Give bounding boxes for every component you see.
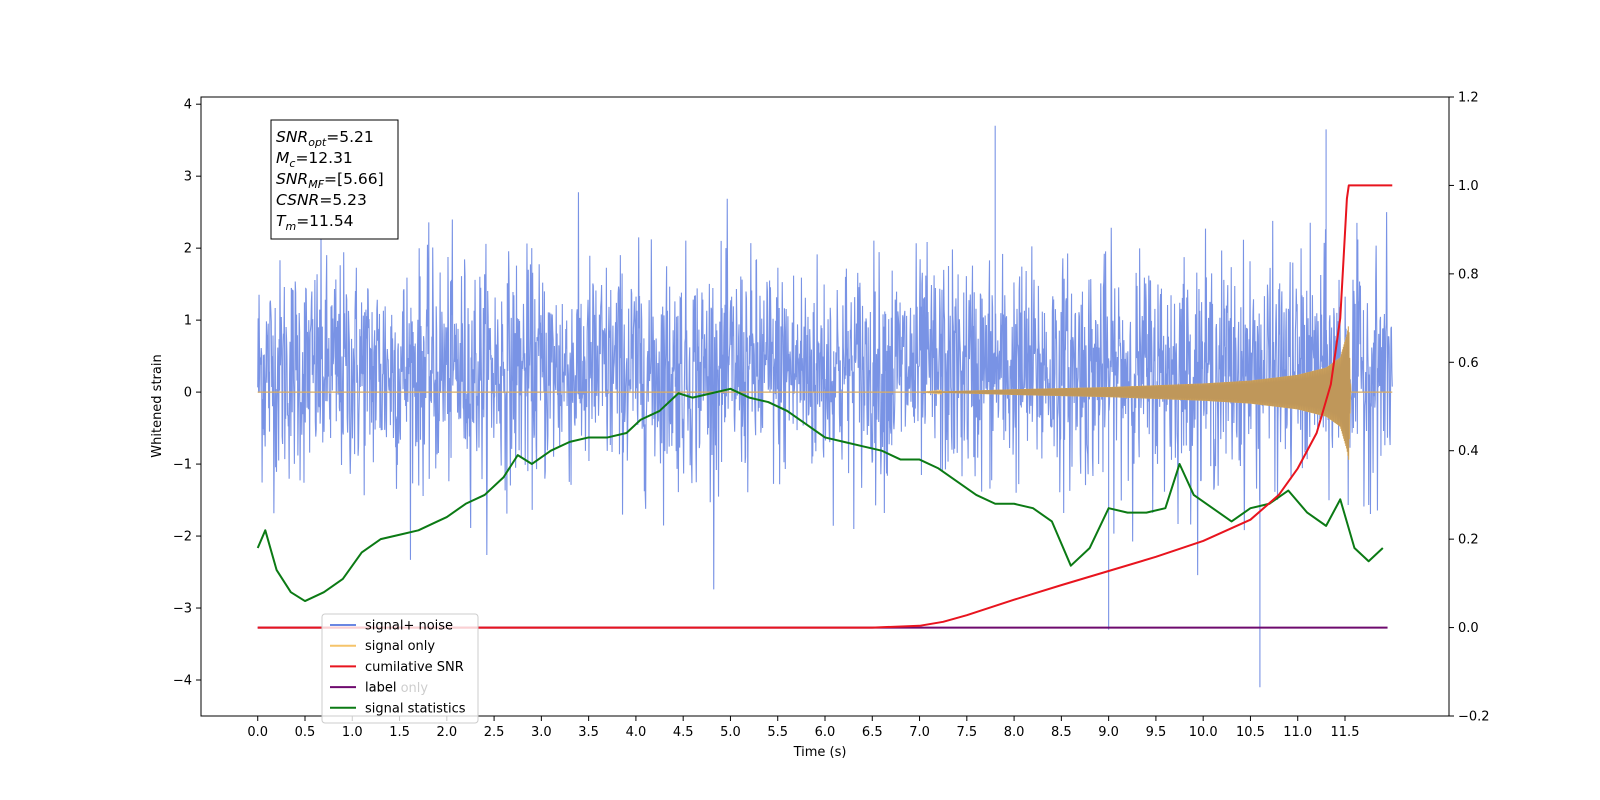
y2-tick-label: 1.2 [1458, 91, 1479, 106]
y-tick-label: 4 [184, 98, 192, 113]
legend: signal+ noise signal only cumilative SNR la… [321, 613, 479, 724]
y2-tick-label: 0.8 [1458, 267, 1479, 282]
stats-annotation-box: SNRopt=5.21Mc=12.31SNRMF=[5.66]CSNR=5.23… [270, 119, 399, 240]
x-tick-label: 0.0 [247, 725, 268, 740]
x-tick-label: 9.5 [1146, 725, 1167, 740]
x-tick-label: 2.0 [436, 725, 457, 740]
x-tick-label: 6.5 [862, 725, 883, 740]
y-tick-label: −3 [173, 602, 192, 617]
legend-hidden-label: label only [365, 681, 428, 696]
y2-tick-label: −0.2 [1458, 710, 1490, 725]
x-tick-label: 10.5 [1236, 725, 1265, 740]
x-tick-label: 10.0 [1189, 725, 1218, 740]
x-tick-label: 5.0 [720, 725, 741, 740]
y2-tick-label: 0.6 [1458, 356, 1479, 371]
x-tick-label: 7.0 [909, 725, 930, 740]
x-tick-label: 8.0 [1004, 725, 1025, 740]
x-tick-label: 2.5 [484, 725, 505, 740]
x-tick-label: 1.5 [389, 725, 410, 740]
y-tick-label: 3 [184, 170, 192, 185]
legend-label: signal only [365, 639, 435, 654]
x-tick-label: 11.0 [1283, 725, 1312, 740]
y-axis-right: 1.2 1.0 0.8 0.6 0.4 0.2 0.0 −0.2 [1449, 91, 1490, 725]
x-tick-label: 9.0 [1098, 725, 1119, 740]
x-axis-label: Time (s) [793, 745, 847, 760]
y2-tick-label: 0.0 [1458, 621, 1479, 636]
legend-label: label [365, 681, 396, 696]
y-tick-label: −4 [173, 674, 192, 689]
annotation-line: SNRopt=5.21 [276, 128, 374, 149]
plot-area [256, 125, 1393, 688]
x-tick-label: 1.0 [342, 725, 363, 740]
legend-label: signal statistics [365, 701, 466, 716]
x-tick-label: 4.0 [626, 725, 647, 740]
x-tick-label: 8.5 [1051, 725, 1072, 740]
series-signal-noise [257, 125, 1393, 688]
y-axis-label: Whitened strain [150, 354, 165, 457]
x-tick-label: 7.5 [956, 725, 977, 740]
x-tick-label: 3.0 [531, 725, 552, 740]
series-signal-statistics [256, 387, 1384, 603]
x-tick-label: 3.5 [578, 725, 599, 740]
series-signal-only-overlay [257, 326, 1393, 460]
y-tick-label: 0 [184, 386, 192, 401]
legend-label: cumilative SNR [365, 660, 464, 675]
y-tick-label: −2 [173, 530, 192, 545]
annotation-line: Tm=11.54 [276, 212, 354, 233]
y2-tick-label: 1.0 [1458, 179, 1479, 194]
annotation-line: Mc=12.31 [276, 149, 353, 170]
y2-tick-label: 0.4 [1458, 444, 1479, 459]
legend-label: signal+ noise [365, 619, 453, 634]
annotation-line: SNRMF=[5.66] [276, 170, 384, 191]
y-tick-label: 2 [184, 242, 192, 257]
y-tick-label: 1 [184, 314, 192, 329]
series-cumulative-snr [257, 184, 1393, 629]
x-tick-label: 0.5 [295, 725, 316, 740]
y-tick-label: −1 [173, 458, 192, 473]
y-axis-left: 4 3 2 1 0 −1 −2 −3 −4 [173, 98, 201, 689]
x-tick-label: 6.0 [815, 725, 836, 740]
x-tick-label: 4.5 [673, 725, 694, 740]
annotation-line: CSNR=5.23 [276, 191, 367, 209]
y2-tick-label: 0.2 [1458, 533, 1479, 548]
x-tick-label: 5.5 [767, 725, 788, 740]
x-axis: 0.0 0.5 1.0 1.5 2.0 2.5 3.0 3.5 4.0 4.5 5.0 5.5 6.0 6… [247, 716, 1359, 740]
x-tick-label: 11.5 [1331, 725, 1360, 740]
